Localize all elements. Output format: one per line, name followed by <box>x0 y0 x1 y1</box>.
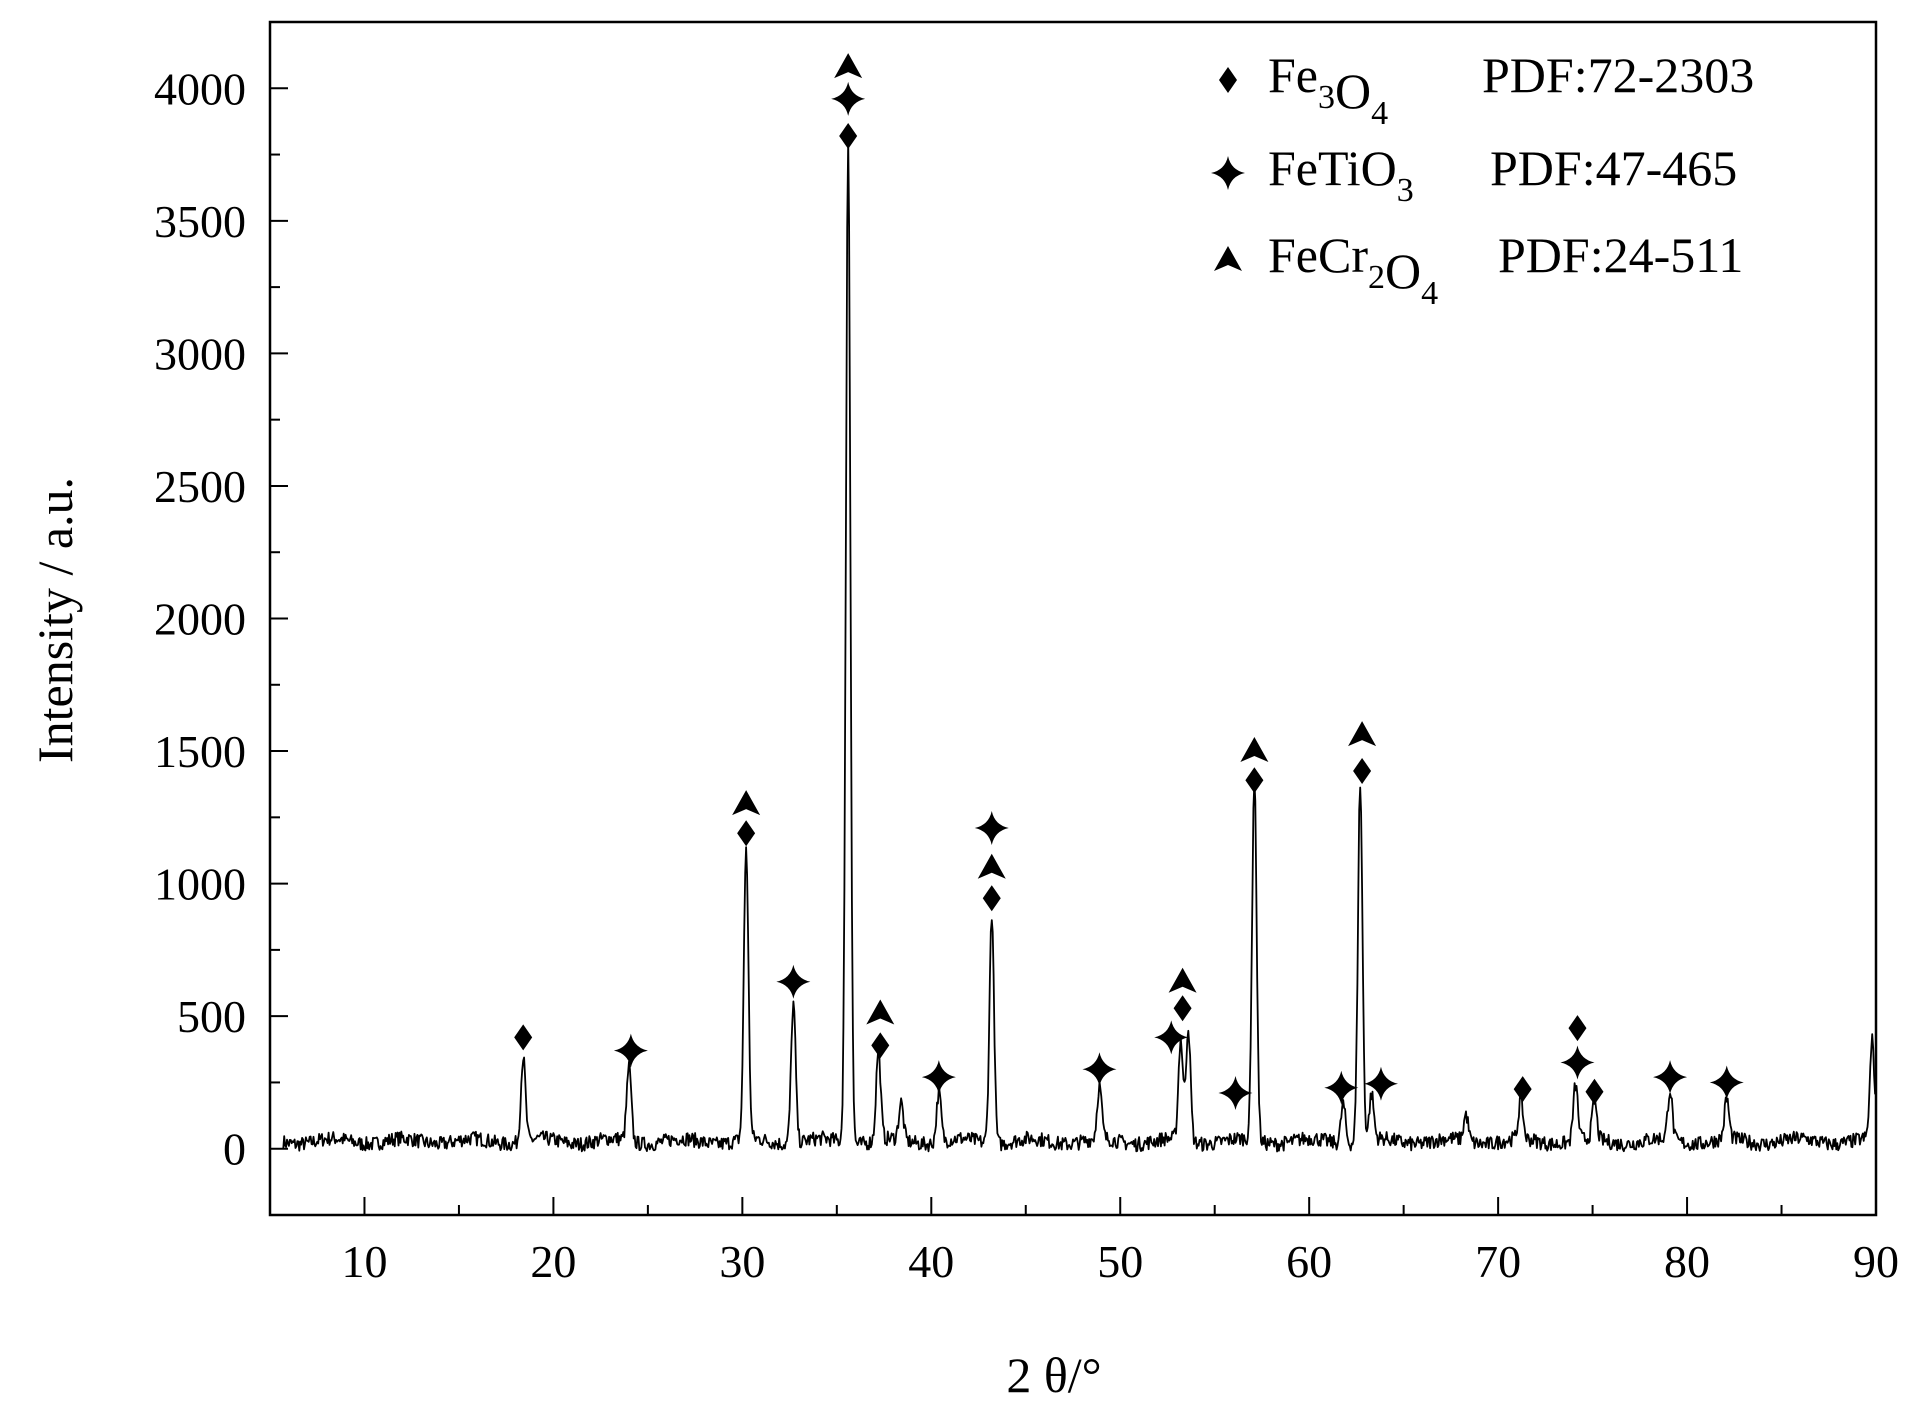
xrd-pattern-line <box>282 138 1876 1153</box>
star-peak-marker <box>1363 1066 1398 1101</box>
y-tick-label: 2000 <box>154 594 246 645</box>
star-peak-marker <box>613 1033 648 1068</box>
star-peak-marker <box>1218 1076 1253 1111</box>
star-peak-marker <box>1082 1052 1117 1087</box>
star-peak-marker <box>1324 1070 1359 1105</box>
diamond-peak-marker <box>1568 1015 1587 1042</box>
x-tick-label: 10 <box>341 1236 387 1287</box>
legend-star-icon <box>1211 156 1245 190</box>
star-peak-marker <box>1560 1045 1595 1080</box>
legend-diamond-icon <box>1219 67 1237 93</box>
axes-layer: 10 20 30 40 50 60 70 80 90 0 500 1000 1500 2000 2500 30… <box>154 20 1899 1287</box>
x-axis-title: 2 θ/° <box>1006 1347 1101 1403</box>
diamond-peak-marker <box>871 1032 890 1059</box>
diamond-peak-marker <box>737 820 756 847</box>
axis-titles: 2 θ/° Intensity / a.u. <box>27 477 1102 1403</box>
diamond-peak-marker <box>1245 767 1264 794</box>
x-tick-label: 70 <box>1475 1236 1521 1287</box>
star-peak-marker <box>1653 1060 1688 1095</box>
y-tick-label: 0 <box>223 1124 246 1175</box>
diamond-peak-marker <box>1585 1078 1604 1105</box>
y-tick-label: 4000 <box>154 63 246 114</box>
legend-phase-name: FeTiO3 <box>1268 140 1414 209</box>
legend-arrowhead-icon <box>1214 246 1242 271</box>
star-peak-marker <box>1709 1065 1744 1100</box>
y-tick-label: 2500 <box>154 461 246 512</box>
legend-pdf-card: PDF:24-511 <box>1498 227 1743 283</box>
star-peak-marker <box>974 810 1009 845</box>
diamond-peak-marker <box>1353 757 1372 784</box>
diamond-peak-marker <box>514 1024 533 1051</box>
x-tick-label: 40 <box>908 1236 954 1287</box>
x-tick-label: 30 <box>719 1236 765 1287</box>
diamond-peak-marker <box>839 122 858 149</box>
legend-pdf-card: PDF:47-465 <box>1490 140 1737 196</box>
x-tick-label: 20 <box>530 1236 576 1287</box>
pattern-layer <box>282 138 1876 1153</box>
star-peak-marker <box>1154 1020 1189 1055</box>
x-tick-label: 90 <box>1853 1236 1899 1287</box>
legend-phase-name: FeCr2O4 <box>1268 227 1438 312</box>
x-tick-label: 60 <box>1286 1236 1332 1287</box>
y-tick-label: 3500 <box>154 196 246 247</box>
arrowhead-peak-marker <box>866 999 895 1025</box>
y-tick-label: 3000 <box>154 328 246 379</box>
y-tick-label: 500 <box>177 991 246 1042</box>
plot-frame <box>268 20 1878 1217</box>
y-tick-label: 1500 <box>154 726 246 777</box>
diamond-peak-marker <box>1173 995 1192 1022</box>
arrowhead-peak-marker <box>834 53 863 79</box>
y-tick-label: 1000 <box>154 859 246 910</box>
star-peak-marker <box>776 964 811 999</box>
arrowhead-peak-marker <box>1240 737 1269 763</box>
arrowhead-peak-marker <box>1168 967 1197 993</box>
x-tick-label: 80 <box>1664 1236 1710 1287</box>
x-tick-label: 50 <box>1097 1236 1143 1287</box>
legend: Fe3O4 PDF:72-2303 FeTiO3 PDF:47-465 FeCr2O4 P… <box>1211 47 1754 312</box>
diamond-peak-marker <box>1513 1076 1532 1103</box>
arrowhead-peak-marker <box>1348 721 1377 747</box>
peak-marker-layer <box>514 53 1744 1111</box>
legend-phase-name: Fe3O4 <box>1268 47 1388 132</box>
star-peak-marker <box>831 81 866 116</box>
star-peak-marker <box>921 1060 956 1095</box>
legend-pdf-card: PDF:72-2303 <box>1482 47 1754 103</box>
diamond-peak-marker <box>982 885 1001 912</box>
y-axis-title: Intensity / a.u. <box>27 477 83 763</box>
arrowhead-peak-marker <box>977 853 1006 879</box>
arrowhead-peak-marker <box>732 790 761 816</box>
